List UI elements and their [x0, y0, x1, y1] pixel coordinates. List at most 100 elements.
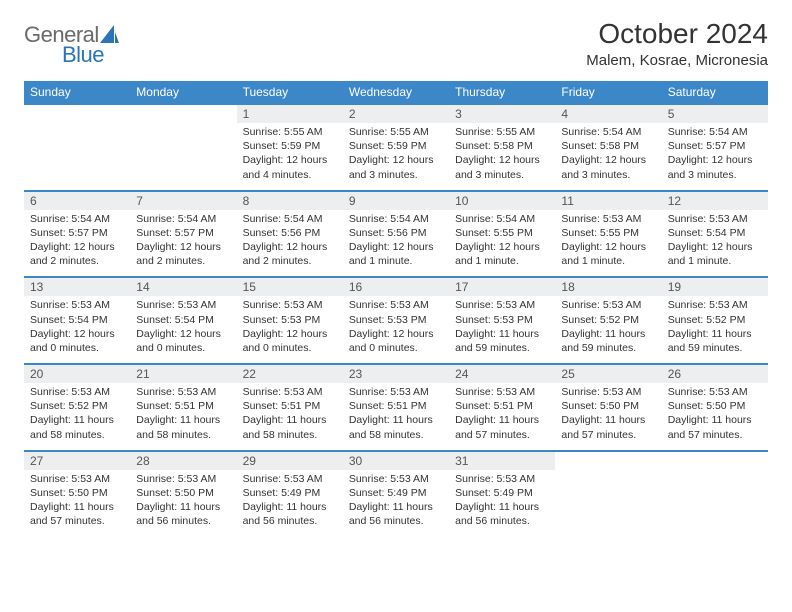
sunset-text: Sunset: 5:50 PM: [668, 399, 762, 413]
calendar-cell: 5Sunrise: 5:54 AMSunset: 5:57 PMDaylight…: [662, 104, 768, 191]
day-header: Thursday: [449, 81, 555, 104]
day-number: 7: [130, 192, 236, 210]
sunrise-text: Sunrise: 5:53 AM: [243, 298, 337, 312]
daylight-text: Daylight: 12 hours and 2 minutes.: [243, 240, 337, 268]
calendar-cell: 25 Sunrise: 5:53 AMSunset: 5:50 PMDayligh…: [555, 364, 661, 451]
calendar-body: 1Sunrise: 5:55 AMSunset: 5:59 PMDaylight…: [24, 104, 768, 536]
sunrise-text: Sunrise: 5:55 AM: [243, 125, 337, 139]
calendar-table: SundayMondayTuesdayWednesdayThursdayFrid…: [24, 81, 768, 536]
sunset-text: Sunset: 5:52 PM: [668, 313, 762, 327]
calendar-cell: 9Sunrise: 5:54 AMSunset: 5:56 PMDaylight…: [343, 191, 449, 278]
calendar-cell: 1Sunrise: 5:55 AMSunset: 5:59 PMDaylight…: [237, 104, 343, 191]
sunrise-text: Sunrise: 5:53 AM: [136, 385, 230, 399]
sunrise-text: Sunrise: 5:53 AM: [136, 472, 230, 486]
day-number: 23: [343, 365, 449, 383]
day-number: 29: [237, 452, 343, 470]
month-title: October 2024: [586, 18, 768, 50]
calendar-cell: 18Sunrise: 5:53 AMSunset: 5:52 PMDayligh…: [555, 277, 661, 364]
daylight-text: Daylight: 12 hours and 1 minute.: [349, 240, 443, 268]
calendar-cell: 12Sunrise: 5:53 AMSunset: 5:54 PMDayligh…: [662, 191, 768, 278]
day-number: 12: [662, 192, 768, 210]
daylight-text: Daylight: 12 hours and 2 minutes.: [136, 240, 230, 268]
day-info: Sunrise: 5:53 AMSunset: 5:50 PMDaylight:…: [24, 470, 130, 537]
daylight-text: Daylight: 12 hours and 1 minute.: [668, 240, 762, 268]
day-number: 25: [555, 365, 661, 383]
sunrise-text: Sunrise: 5:53 AM: [30, 298, 124, 312]
page-header: GeneralBlue October 2024 Malem, Kosrae, …: [24, 18, 768, 69]
calendar-cell: 31Sunrise: 5:53 AMSunset: 5:49 PMDayligh…: [449, 451, 555, 537]
calendar-cell: 7Sunrise: 5:54 AMSunset: 5:57 PMDaylight…: [130, 191, 236, 278]
daylight-text: Daylight: 11 hours and 58 minutes.: [30, 413, 124, 441]
sunset-text: Sunset: 5:58 PM: [455, 139, 549, 153]
calendar-cell: 23Sunrise: 5:53 AMSunset: 5:51 PMDayligh…: [343, 364, 449, 451]
calendar-cell: 11Sunrise: 5:53 AMSunset: 5:55 PMDayligh…: [555, 191, 661, 278]
sunrise-text: Sunrise: 5:53 AM: [243, 472, 337, 486]
day-header: Wednesday: [343, 81, 449, 104]
day-info: Sunrise: 5:54 AMSunset: 5:56 PMDaylight:…: [343, 210, 449, 277]
day-info: Sunrise: 5:53 AMSunset: 5:54 PMDaylight:…: [662, 210, 768, 277]
calendar-cell: 3Sunrise: 5:55 AMSunset: 5:58 PMDaylight…: [449, 104, 555, 191]
day-number: 19: [662, 278, 768, 296]
day-info: Sunrise: 5:53 AMSunset: 5:49 PMDaylight:…: [449, 470, 555, 537]
sunrise-text: Sunrise: 5:53 AM: [455, 298, 549, 312]
sunset-text: Sunset: 5:53 PM: [243, 313, 337, 327]
daylight-text: Daylight: 11 hours and 56 minutes.: [243, 500, 337, 528]
sunrise-text: Sunrise: 5:53 AM: [561, 385, 655, 399]
daylight-text: Daylight: 11 hours and 57 minutes.: [561, 413, 655, 441]
daylight-text: Daylight: 12 hours and 3 minutes.: [349, 153, 443, 181]
daylight-text: Daylight: 12 hours and 3 minutes.: [455, 153, 549, 181]
sunset-text: Sunset: 5:49 PM: [455, 486, 549, 500]
day-number: 3: [449, 105, 555, 123]
calendar-cell: [662, 451, 768, 537]
calendar-cell: 20Sunrise: 5:53 AMSunset: 5:52 PMDayligh…: [24, 364, 130, 451]
calendar-cell: [24, 104, 130, 191]
title-block: October 2024 Malem, Kosrae, Micronesia: [586, 18, 768, 69]
daylight-text: Daylight: 11 hours and 57 minutes.: [668, 413, 762, 441]
sunset-text: Sunset: 5:56 PM: [243, 226, 337, 240]
sunset-text: Sunset: 5:58 PM: [561, 139, 655, 153]
calendar-cell: 22Sunrise: 5:53 AMSunset: 5:51 PMDayligh…: [237, 364, 343, 451]
sunrise-text: Sunrise: 5:54 AM: [30, 212, 124, 226]
day-number: 26: [662, 365, 768, 383]
daylight-text: Daylight: 12 hours and 0 minutes.: [30, 327, 124, 355]
day-number: 20: [24, 365, 130, 383]
daylight-text: Daylight: 11 hours and 58 minutes.: [136, 413, 230, 441]
day-info: Sunrise: 5:53 AMSunset: 5:53 PMDaylight:…: [237, 296, 343, 363]
daylight-text: Daylight: 11 hours and 56 minutes.: [136, 500, 230, 528]
sunset-text: Sunset: 5:55 PM: [561, 226, 655, 240]
day-info: Sunrise: 5:54 AMSunset: 5:55 PMDaylight:…: [449, 210, 555, 277]
day-info: Sunrise: 5:53 AMSunset: 5:49 PMDaylight:…: [343, 470, 449, 537]
day-info: Sunrise: 5:53 AMSunset: 5:51 PMDaylight:…: [343, 383, 449, 450]
calendar-week-row: 27Sunrise: 5:53 AMSunset: 5:50 PMDayligh…: [24, 451, 768, 537]
day-header: Saturday: [662, 81, 768, 104]
sunrise-text: Sunrise: 5:53 AM: [349, 298, 443, 312]
day-number: 10: [449, 192, 555, 210]
day-info: Sunrise: 5:53 AMSunset: 5:50 PMDaylight:…: [130, 470, 236, 537]
sunrise-text: Sunrise: 5:54 AM: [243, 212, 337, 226]
daylight-text: Daylight: 11 hours and 59 minutes.: [455, 327, 549, 355]
calendar-header-row: SundayMondayTuesdayWednesdayThursdayFrid…: [24, 81, 768, 104]
sunset-text: Sunset: 5:49 PM: [243, 486, 337, 500]
sunrise-text: Sunrise: 5:53 AM: [30, 472, 124, 486]
sunrise-text: Sunrise: 5:53 AM: [668, 212, 762, 226]
day-info: Sunrise: 5:55 AMSunset: 5:59 PMDaylight:…: [237, 123, 343, 190]
sunset-text: Sunset: 5:50 PM: [561, 399, 655, 413]
sunset-text: Sunset: 5:53 PM: [349, 313, 443, 327]
calendar-week-row: 1Sunrise: 5:55 AMSunset: 5:59 PMDaylight…: [24, 104, 768, 191]
day-info: Sunrise: 5:53 AMSunset: 5:52 PMDaylight:…: [24, 383, 130, 450]
daylight-text: Daylight: 12 hours and 0 minutes.: [349, 327, 443, 355]
sunrise-text: Sunrise: 5:53 AM: [455, 472, 549, 486]
daylight-text: Daylight: 12 hours and 1 minute.: [455, 240, 549, 268]
day-info: Sunrise: 5:53 AMSunset: 5:50 PMDaylight:…: [662, 383, 768, 450]
sunrise-text: Sunrise: 5:54 AM: [349, 212, 443, 226]
calendar-cell: 6Sunrise: 5:54 AMSunset: 5:57 PMDaylight…: [24, 191, 130, 278]
day-info: Sunrise: 5:53 AMSunset: 5:52 PMDaylight:…: [662, 296, 768, 363]
daylight-text: Daylight: 11 hours and 58 minutes.: [243, 413, 337, 441]
day-info: Sunrise: 5:53 AMSunset: 5:53 PMDaylight:…: [449, 296, 555, 363]
calendar-cell: 30Sunrise: 5:53 AMSunset: 5:49 PMDayligh…: [343, 451, 449, 537]
calendar-cell: 29 Sunrise: 5:53 AMSunset: 5:49 PMDayligh…: [237, 451, 343, 537]
day-number: 21: [130, 365, 236, 383]
sunset-text: Sunset: 5:57 PM: [668, 139, 762, 153]
sunset-text: Sunset: 5:54 PM: [668, 226, 762, 240]
calendar-cell: 14Sunrise: 5:53 AMSunset: 5:54 PMDayligh…: [130, 277, 236, 364]
